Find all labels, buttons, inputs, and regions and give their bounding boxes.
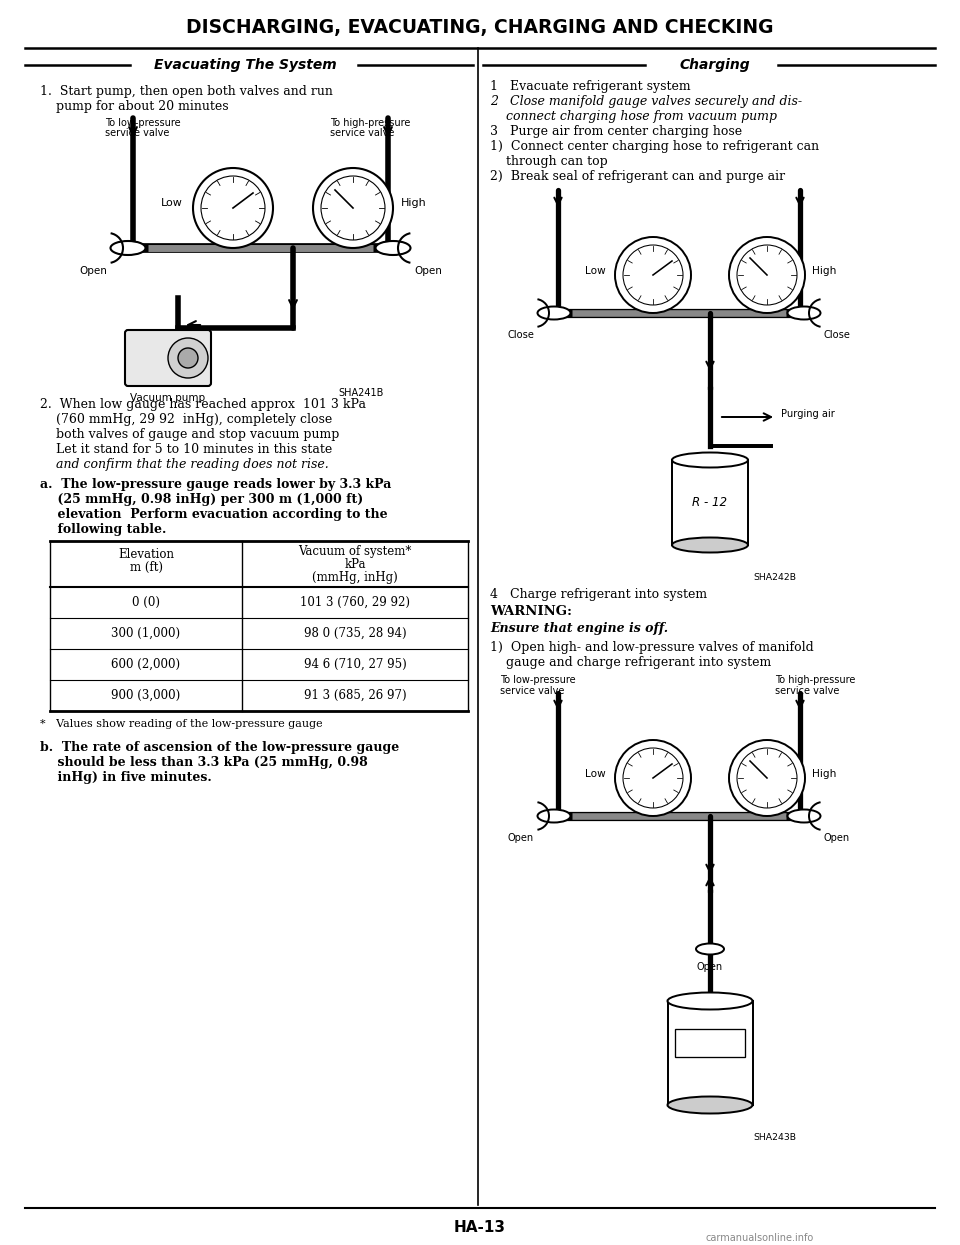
Text: 1)  Open high- and low-pressure valves of manifold: 1) Open high- and low-pressure valves of… (490, 641, 814, 654)
Text: Ensure that engine is off.: Ensure that engine is off. (490, 622, 668, 635)
Text: m (ft): m (ft) (130, 561, 162, 574)
Text: Low: Low (586, 769, 606, 779)
Text: Elevation: Elevation (118, 548, 174, 561)
Circle shape (615, 237, 691, 312)
Text: 98 0 (735, 28 94): 98 0 (735, 28 94) (303, 627, 406, 640)
Circle shape (729, 740, 805, 815)
Text: 2.  When low gauge has reached approx  101 3 kPa: 2. When low gauge has reached approx 101… (40, 398, 366, 411)
Text: both valves of gauge and stop vacuum pump: both valves of gauge and stop vacuum pum… (40, 428, 340, 441)
Circle shape (313, 168, 393, 248)
Text: Open: Open (697, 962, 723, 972)
Ellipse shape (538, 306, 570, 320)
Text: High: High (401, 198, 427, 208)
Text: R - 12: R - 12 (692, 496, 728, 508)
Text: following table.: following table. (40, 523, 166, 537)
Ellipse shape (538, 809, 570, 823)
Text: 3   Purge air from center charging hose: 3 Purge air from center charging hose (490, 124, 742, 138)
Text: b.  The rate of ascension of the low-pressure gauge: b. The rate of ascension of the low-pres… (40, 741, 399, 754)
Text: 600 (2,000): 600 (2,000) (111, 659, 180, 671)
Text: gauge and charge refrigerant into system: gauge and charge refrigerant into system (490, 656, 771, 669)
Circle shape (178, 349, 198, 369)
Text: 91 3 (685, 26 97): 91 3 (685, 26 97) (303, 688, 406, 702)
Text: a.  The low-pressure gauge reads lower by 3.3 kPa: a. The low-pressure gauge reads lower by… (40, 478, 392, 491)
Text: Open: Open (508, 833, 534, 843)
Text: Low: Low (586, 266, 606, 276)
Circle shape (615, 740, 691, 815)
Ellipse shape (375, 242, 411, 255)
Text: High: High (812, 769, 836, 779)
Text: 900 (3,000): 900 (3,000) (111, 688, 180, 702)
Text: DISCHARGING, EVACUATING, CHARGING AND CHECKING: DISCHARGING, EVACUATING, CHARGING AND CH… (186, 19, 774, 37)
Text: Purging air: Purging air (781, 410, 835, 420)
Text: elevation  Perform evacuation according to the: elevation Perform evacuation according t… (40, 508, 388, 520)
Text: 2   Close manifold gauge valves securely and dis-: 2 Close manifold gauge valves securely a… (490, 95, 803, 108)
Text: 101 3 (760, 29 92): 101 3 (760, 29 92) (300, 596, 410, 609)
Text: Open: Open (79, 266, 107, 276)
Circle shape (168, 337, 208, 378)
Text: kPa: kPa (345, 558, 366, 571)
Text: SHA241B: SHA241B (338, 388, 383, 398)
FancyBboxPatch shape (125, 330, 211, 386)
Text: Close: Close (824, 330, 851, 340)
Text: SHA243B: SHA243B (753, 1133, 796, 1142)
Text: 2)  Break seal of refrigerant can and purge air: 2) Break seal of refrigerant can and pur… (490, 171, 785, 183)
Ellipse shape (110, 242, 146, 255)
Text: Vacuum of system*: Vacuum of system* (299, 545, 412, 558)
Text: SHA242B: SHA242B (753, 573, 796, 581)
Text: and confirm that the reading does not rise.: and confirm that the reading does not ri… (40, 458, 328, 471)
Ellipse shape (667, 992, 753, 1010)
Text: WARNING:: WARNING: (490, 605, 572, 618)
Text: *   Values show reading of the low-pressure gauge: * Values show reading of the low-pressur… (40, 720, 323, 730)
Text: Let it stand for 5 to 10 minutes in this state: Let it stand for 5 to 10 minutes in this… (40, 443, 332, 456)
Bar (668, 1001, 753, 1106)
Text: 1   Evacuate refrigerant system: 1 Evacuate refrigerant system (490, 80, 690, 93)
Circle shape (193, 168, 273, 248)
Ellipse shape (787, 809, 821, 823)
Text: inHg) in five minutes.: inHg) in five minutes. (40, 771, 212, 784)
Text: 1.  Start pump, then open both valves and run: 1. Start pump, then open both valves and… (40, 85, 333, 98)
Ellipse shape (696, 944, 724, 955)
Text: service valve: service valve (775, 686, 839, 696)
Circle shape (729, 237, 805, 312)
Text: Charging: Charging (680, 59, 751, 72)
Text: HA-13: HA-13 (454, 1220, 506, 1235)
Text: (25 mmHg, 0.98 inHg) per 300 m (1,000 ft): (25 mmHg, 0.98 inHg) per 300 m (1,000 ft… (40, 493, 363, 505)
Bar (675, 1030, 745, 1057)
Ellipse shape (667, 1097, 753, 1113)
Text: 4   Charge refrigerant into system: 4 Charge refrigerant into system (490, 588, 708, 601)
Text: Low: Low (161, 198, 183, 208)
Text: 300 (1,000): 300 (1,000) (111, 627, 180, 640)
Text: (mmHg, inHg): (mmHg, inHg) (312, 571, 397, 584)
Ellipse shape (787, 306, 821, 320)
Text: R-12: R-12 (697, 1038, 723, 1048)
Text: 94 6 (710, 27 95): 94 6 (710, 27 95) (303, 659, 406, 671)
Text: To high-pressure: To high-pressure (775, 675, 855, 685)
Text: service valve: service valve (500, 686, 564, 696)
Bar (672, 459, 748, 545)
Text: Open: Open (824, 833, 850, 843)
Text: To high-pressure: To high-pressure (330, 118, 410, 128)
Text: Evacuating The System: Evacuating The System (154, 59, 336, 72)
Text: service valve: service valve (330, 128, 395, 138)
Text: service valve: service valve (105, 128, 169, 138)
Text: 1)  Connect center charging hose to refrigerant can: 1) Connect center charging hose to refri… (490, 139, 819, 153)
Ellipse shape (672, 452, 748, 468)
Text: Open: Open (414, 266, 442, 276)
Text: connect charging hose from vacuum pump: connect charging hose from vacuum pump (490, 110, 777, 123)
Text: To low-pressure: To low-pressure (500, 675, 576, 685)
Text: Vacuum pump: Vacuum pump (131, 393, 205, 403)
Text: should be less than 3.3 kPa (25 mmHg, 0.98: should be less than 3.3 kPa (25 mmHg, 0.… (40, 756, 368, 769)
Text: through can top: through can top (490, 154, 608, 168)
Text: carmanualsonline.info: carmanualsonline.info (706, 1233, 814, 1243)
Ellipse shape (672, 538, 748, 553)
Text: 0 (0): 0 (0) (132, 596, 160, 609)
Text: (760 mmHg, 29 92  inHg), completely close: (760 mmHg, 29 92 inHg), completely close (40, 413, 332, 426)
Text: pump for about 20 minutes: pump for about 20 minutes (40, 100, 228, 113)
Text: High: High (812, 266, 836, 276)
Text: To low-pressure: To low-pressure (105, 118, 180, 128)
Text: Close: Close (508, 330, 535, 340)
